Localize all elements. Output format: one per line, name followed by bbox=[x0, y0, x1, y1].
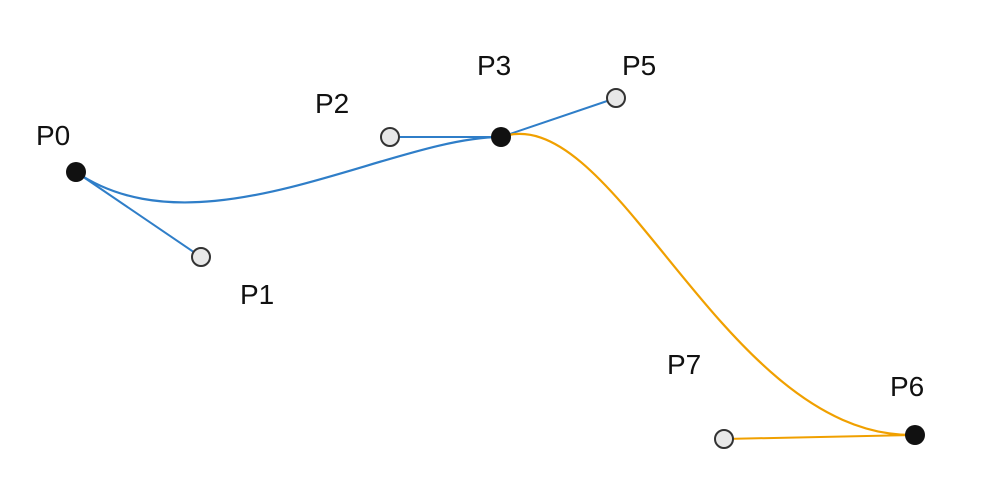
control-point-p2[interactable] bbox=[380, 127, 400, 147]
anchor-point-p3[interactable] bbox=[491, 127, 511, 147]
label-p1: P1 bbox=[240, 279, 274, 310]
label-p7: P7 bbox=[667, 349, 701, 380]
bezier-curve-segment-1 bbox=[75, 135, 502, 204]
control-point-p5[interactable] bbox=[606, 88, 626, 108]
anchor-point-p0[interactable] bbox=[66, 162, 86, 182]
label-p6: P6 bbox=[890, 371, 924, 402]
label-p2: P2 bbox=[315, 88, 349, 119]
control-point-p7[interactable] bbox=[714, 429, 734, 449]
handle-line-p0-p1 bbox=[75, 171, 202, 258]
anchor-point-p6[interactable] bbox=[905, 425, 925, 445]
segment-1-group bbox=[75, 135, 502, 258]
bezier-curve-segment-2 bbox=[500, 133, 916, 437]
handle-line-p6-p7 bbox=[723, 434, 916, 440]
label-p0: P0 bbox=[36, 120, 70, 151]
control-point-p1[interactable] bbox=[191, 247, 211, 267]
handle-line-p3-p5 bbox=[500, 97, 617, 138]
segment-2-group bbox=[500, 97, 916, 440]
label-p5: P5 bbox=[622, 50, 656, 81]
label-p3: P3 bbox=[477, 50, 511, 81]
